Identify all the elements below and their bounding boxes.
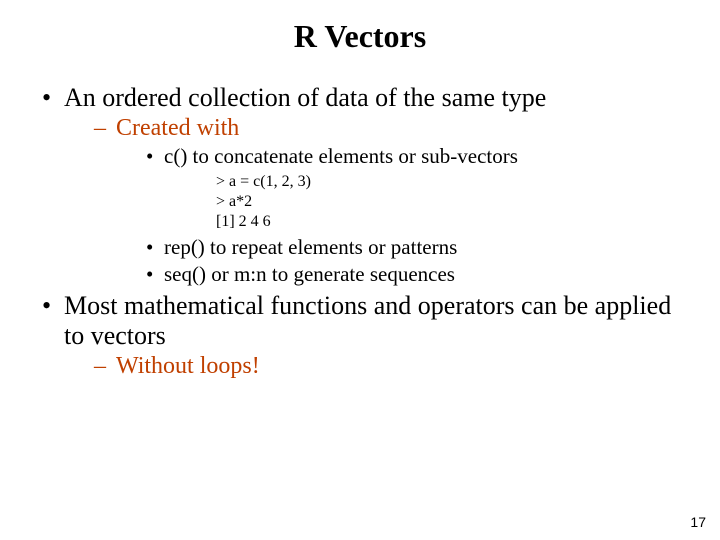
bullet-l2-item: Without loops! xyxy=(90,353,684,380)
bullet-list-level2: Created with c() to concatenate elements… xyxy=(64,115,684,287)
code-block: > a = c(1, 2, 3) > a*2 [1] 2 4 6 xyxy=(216,172,684,232)
bullet-l3-item: c() to concatenate elements or sub-vecto… xyxy=(142,144,684,232)
code-line: > a = c(1, 2, 3) xyxy=(216,172,684,192)
bullet-l3-item: rep() to repeat elements or patterns xyxy=(142,235,684,260)
bullet-l1-item: An ordered collection of data of the sam… xyxy=(36,83,684,287)
bullet-text: seq() or m:n to generate sequences xyxy=(164,262,455,286)
code-line: > a*2 xyxy=(216,192,684,212)
code-line: [1] 2 4 6 xyxy=(216,212,684,232)
bullet-text: Most mathematical functions and operator… xyxy=(64,291,671,350)
bullet-text: c() to concatenate elements or sub-vecto… xyxy=(164,144,518,168)
bullet-list-level2: Without loops! xyxy=(64,353,684,380)
page-number: 17 xyxy=(690,514,706,530)
bullet-text: Created with xyxy=(116,115,239,141)
bullet-l2-item: Created with c() to concatenate elements… xyxy=(90,115,684,287)
bullet-text: Without loops! xyxy=(116,353,260,379)
slide-title: R Vectors xyxy=(36,18,684,55)
bullet-l3-item: seq() or m:n to generate sequences xyxy=(142,262,684,287)
bullet-text: rep() to repeat elements or patterns xyxy=(164,235,457,259)
bullet-l1-item: Most mathematical functions and operator… xyxy=(36,291,684,380)
bullet-list-level3: c() to concatenate elements or sub-vecto… xyxy=(116,144,684,287)
bullet-text: An ordered collection of data of the sam… xyxy=(64,83,546,112)
slide: R Vectors An ordered collection of data … xyxy=(0,0,720,540)
bullet-list-level1: An ordered collection of data of the sam… xyxy=(36,83,684,380)
